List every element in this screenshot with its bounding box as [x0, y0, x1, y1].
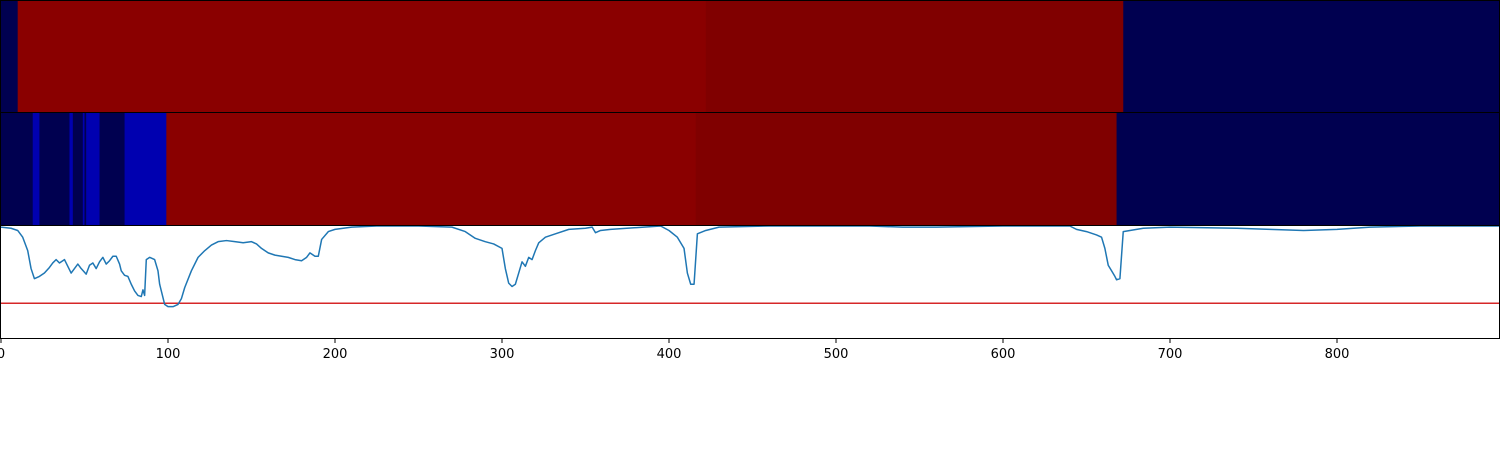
heatmap-segment — [1123, 1, 1500, 112]
line-plot-panel — [0, 225, 1499, 338]
heatmap-segment — [695, 113, 1118, 225]
heatmap-segment — [69, 113, 74, 225]
heatmap-segment — [72, 113, 84, 225]
x-axis: 0 100 200 300 400 500 600 700 800 — [0, 338, 1350, 362]
x-tick-label: 100 — [156, 347, 181, 362]
heatmap-segment — [17, 1, 707, 112]
heatmap-segment — [84, 113, 87, 225]
middle-heatmap-strip — [1, 113, 1500, 225]
x-tick-label: 300 — [490, 347, 515, 362]
heatmap-segment — [166, 113, 697, 225]
x-tick-label: 200 — [323, 347, 348, 362]
heatmap-segment — [1116, 113, 1500, 225]
heatmap-segment — [32, 113, 40, 225]
top-heatmap-strip — [1, 1, 1500, 112]
heatmap-segment — [82, 113, 86, 225]
heatmap-segment — [39, 113, 70, 225]
x-tick-label: 400 — [657, 347, 682, 362]
x-tick-label: 600 — [991, 347, 1016, 362]
heatmap-segment — [705, 1, 1124, 112]
x-tick-label: 500 — [824, 347, 849, 362]
heatmap-segment — [99, 113, 126, 225]
x-tick-label: 800 — [1325, 347, 1350, 362]
series-line — [0, 225, 1499, 308]
heatmap-segment — [86, 113, 101, 225]
heatmap-segment — [124, 113, 167, 225]
heatmap-segment — [1, 113, 34, 225]
heatmap-segment — [1, 1, 19, 112]
x-tick-label: 700 — [1158, 347, 1183, 362]
x-tick-label: 0 — [0, 347, 5, 362]
plot-background — [1, 226, 1499, 338]
